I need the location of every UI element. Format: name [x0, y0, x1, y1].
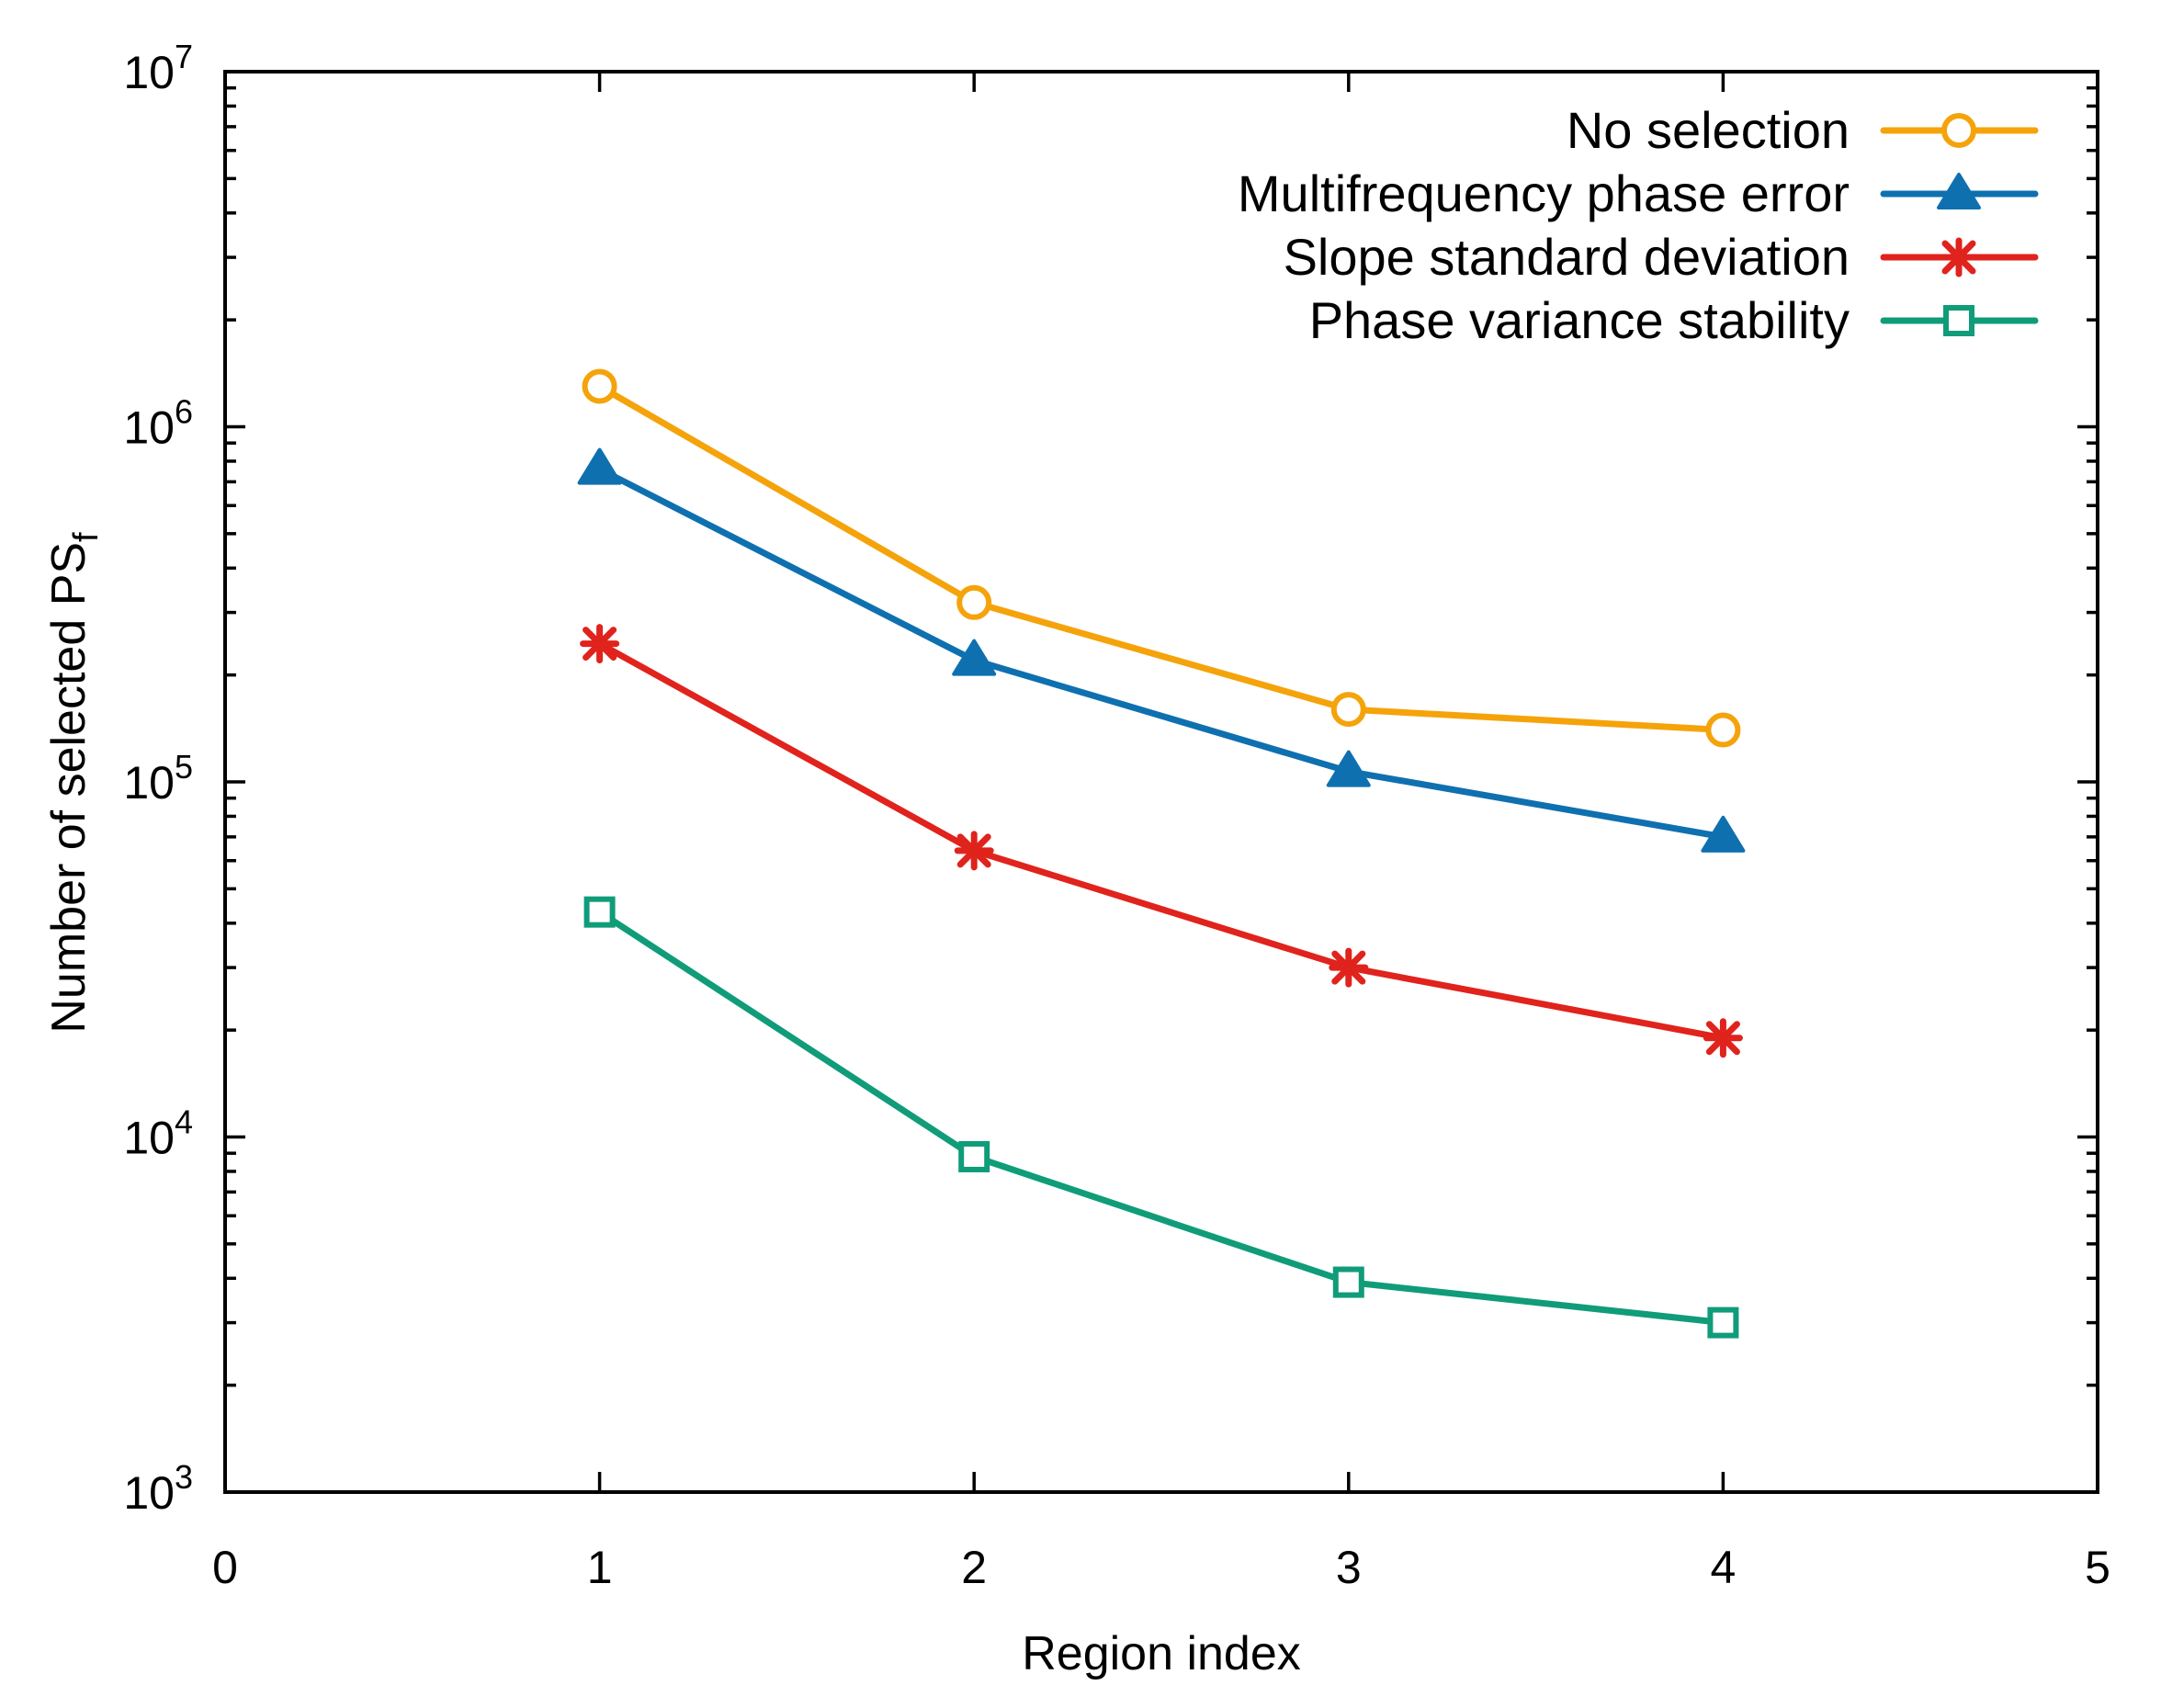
data-point	[1705, 712, 1741, 748]
y-tick-label-exponent: 5	[175, 748, 193, 786]
x-tick-label: 4	[1710, 1542, 1736, 1593]
data-point	[952, 639, 997, 676]
x-axis-label: Region index	[1022, 1627, 1301, 1680]
data-point	[1326, 750, 1371, 787]
legend-marker	[1943, 305, 1974, 336]
legend-label: No selection	[1567, 101, 1850, 159]
series-layer	[577, 368, 1746, 1339]
y-tick-label-exponent: 6	[175, 393, 193, 431]
data-point	[583, 896, 616, 928]
x-tick-label: 3	[1336, 1542, 1362, 1593]
y-tick-label-base: 10	[123, 402, 175, 454]
data-point	[1332, 1266, 1364, 1298]
y-axis-label-subscript: f	[67, 532, 106, 542]
axis-ticks	[223, 70, 2099, 1494]
legend-marker	[1939, 237, 1979, 277]
legend-entry: No selection	[1567, 101, 2039, 159]
y-tick-label-exponent: 4	[175, 1103, 193, 1141]
legend-label: Phase variance stability	[1309, 291, 1850, 349]
legend-label: Slope standard deviation	[1284, 228, 1850, 286]
x-tick-label: 2	[961, 1542, 987, 1593]
y-tick-label-exponent: 3	[175, 1458, 193, 1496]
y-tick-label-exponent: 7	[175, 38, 193, 75]
series-line	[596, 640, 1726, 1042]
legend-entry: Phase variance stability	[1309, 291, 2039, 349]
data-point	[1701, 815, 1746, 853]
series-square	[583, 896, 1739, 1339]
data-point	[954, 831, 994, 871]
legend-marker	[1941, 113, 1976, 148]
y-tick-label: 104	[123, 1103, 193, 1164]
y-tick-label-base: 10	[123, 1467, 175, 1519]
data-point	[958, 1140, 990, 1172]
data-point	[1703, 1018, 1743, 1058]
series-line	[596, 382, 1726, 734]
legend-entry: Slope standard deviation	[1284, 228, 2039, 286]
data-point	[956, 584, 992, 620]
data-point	[1330, 692, 1366, 728]
y-tick-label: 105	[123, 748, 193, 809]
x-tick-label: 1	[587, 1542, 613, 1593]
series-line	[596, 909, 1726, 1327]
x-tick-label: 0	[212, 1542, 238, 1593]
y-tick-label: 103	[123, 1458, 193, 1519]
data-point	[580, 624, 620, 664]
y-tick-label-base: 10	[123, 1113, 175, 1164]
data-point	[577, 447, 622, 485]
series-star	[580, 624, 1743, 1058]
x-axis-tick-labels: 0 1 2 3 4 5	[212, 1542, 2110, 1593]
series-triangle	[577, 447, 1746, 853]
data-point	[1329, 947, 1369, 988]
y-tick-label: 107	[123, 38, 193, 98]
legend-marker	[1937, 173, 1981, 209]
series-line	[596, 466, 1726, 841]
y-tick-label-base: 10	[123, 47, 175, 98]
y-tick-label-base: 10	[123, 757, 175, 809]
x-tick-label: 5	[2085, 1542, 2110, 1593]
legend-label: Multifrequency phase error	[1238, 164, 1850, 222]
y-tick-label: 106	[123, 393, 193, 454]
data-point	[1707, 1306, 1739, 1339]
data-point	[582, 368, 617, 404]
series-circle	[582, 368, 1741, 748]
y-axis-label: Number of selected PSf	[42, 532, 106, 1034]
legend-entry: Multifrequency phase error	[1238, 164, 2039, 222]
